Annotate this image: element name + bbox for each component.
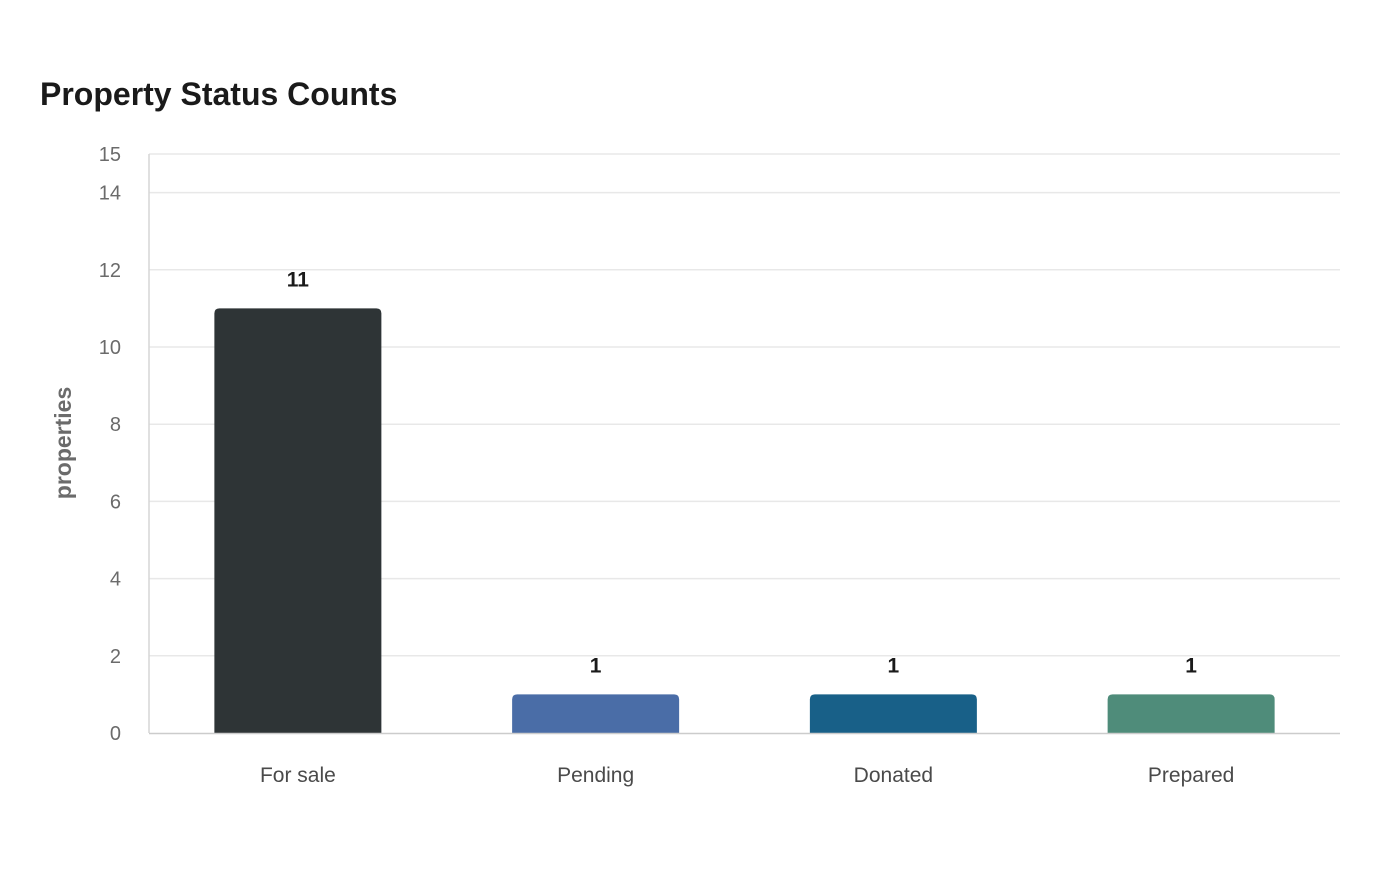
data-label: 1 <box>1185 654 1197 677</box>
y-axis-ticks: 0 2 4 6 8 10 12 14 15 <box>99 144 121 745</box>
y-tick-label: 6 <box>110 491 121 513</box>
y-tick-label: 2 <box>110 646 121 668</box>
bar-prepared <box>1107 694 1275 733</box>
data-label: 1 <box>590 654 602 677</box>
bars <box>214 308 1275 733</box>
x-category-label: Pending <box>557 764 634 787</box>
y-tick-label: 12 <box>99 260 121 282</box>
y-tick-label: 8 <box>110 414 121 436</box>
y-tick-label: 15 <box>99 144 121 166</box>
x-category-label: Prepared <box>1148 764 1234 787</box>
bar-donated <box>809 694 977 733</box>
data-label: 11 <box>287 268 310 291</box>
y-axis-title: properties <box>50 387 76 499</box>
y-tick-label: 4 <box>110 569 121 591</box>
y-tick-label: 0 <box>110 723 121 745</box>
y-tick-label: 14 <box>99 183 121 205</box>
x-axis-categories: For sale Pending Donated Prepared <box>260 764 1234 787</box>
data-labels: 111 1 1 <box>287 268 1198 677</box>
bar-pending <box>512 694 680 733</box>
data-label: 1 <box>888 654 900 677</box>
chart-title: Property Status Counts <box>40 76 398 112</box>
bar-for-sale <box>214 308 382 733</box>
x-category-label: Donated <box>854 764 933 787</box>
y-tick-label: 10 <box>99 337 121 359</box>
x-category-label: For sale <box>260 764 336 787</box>
